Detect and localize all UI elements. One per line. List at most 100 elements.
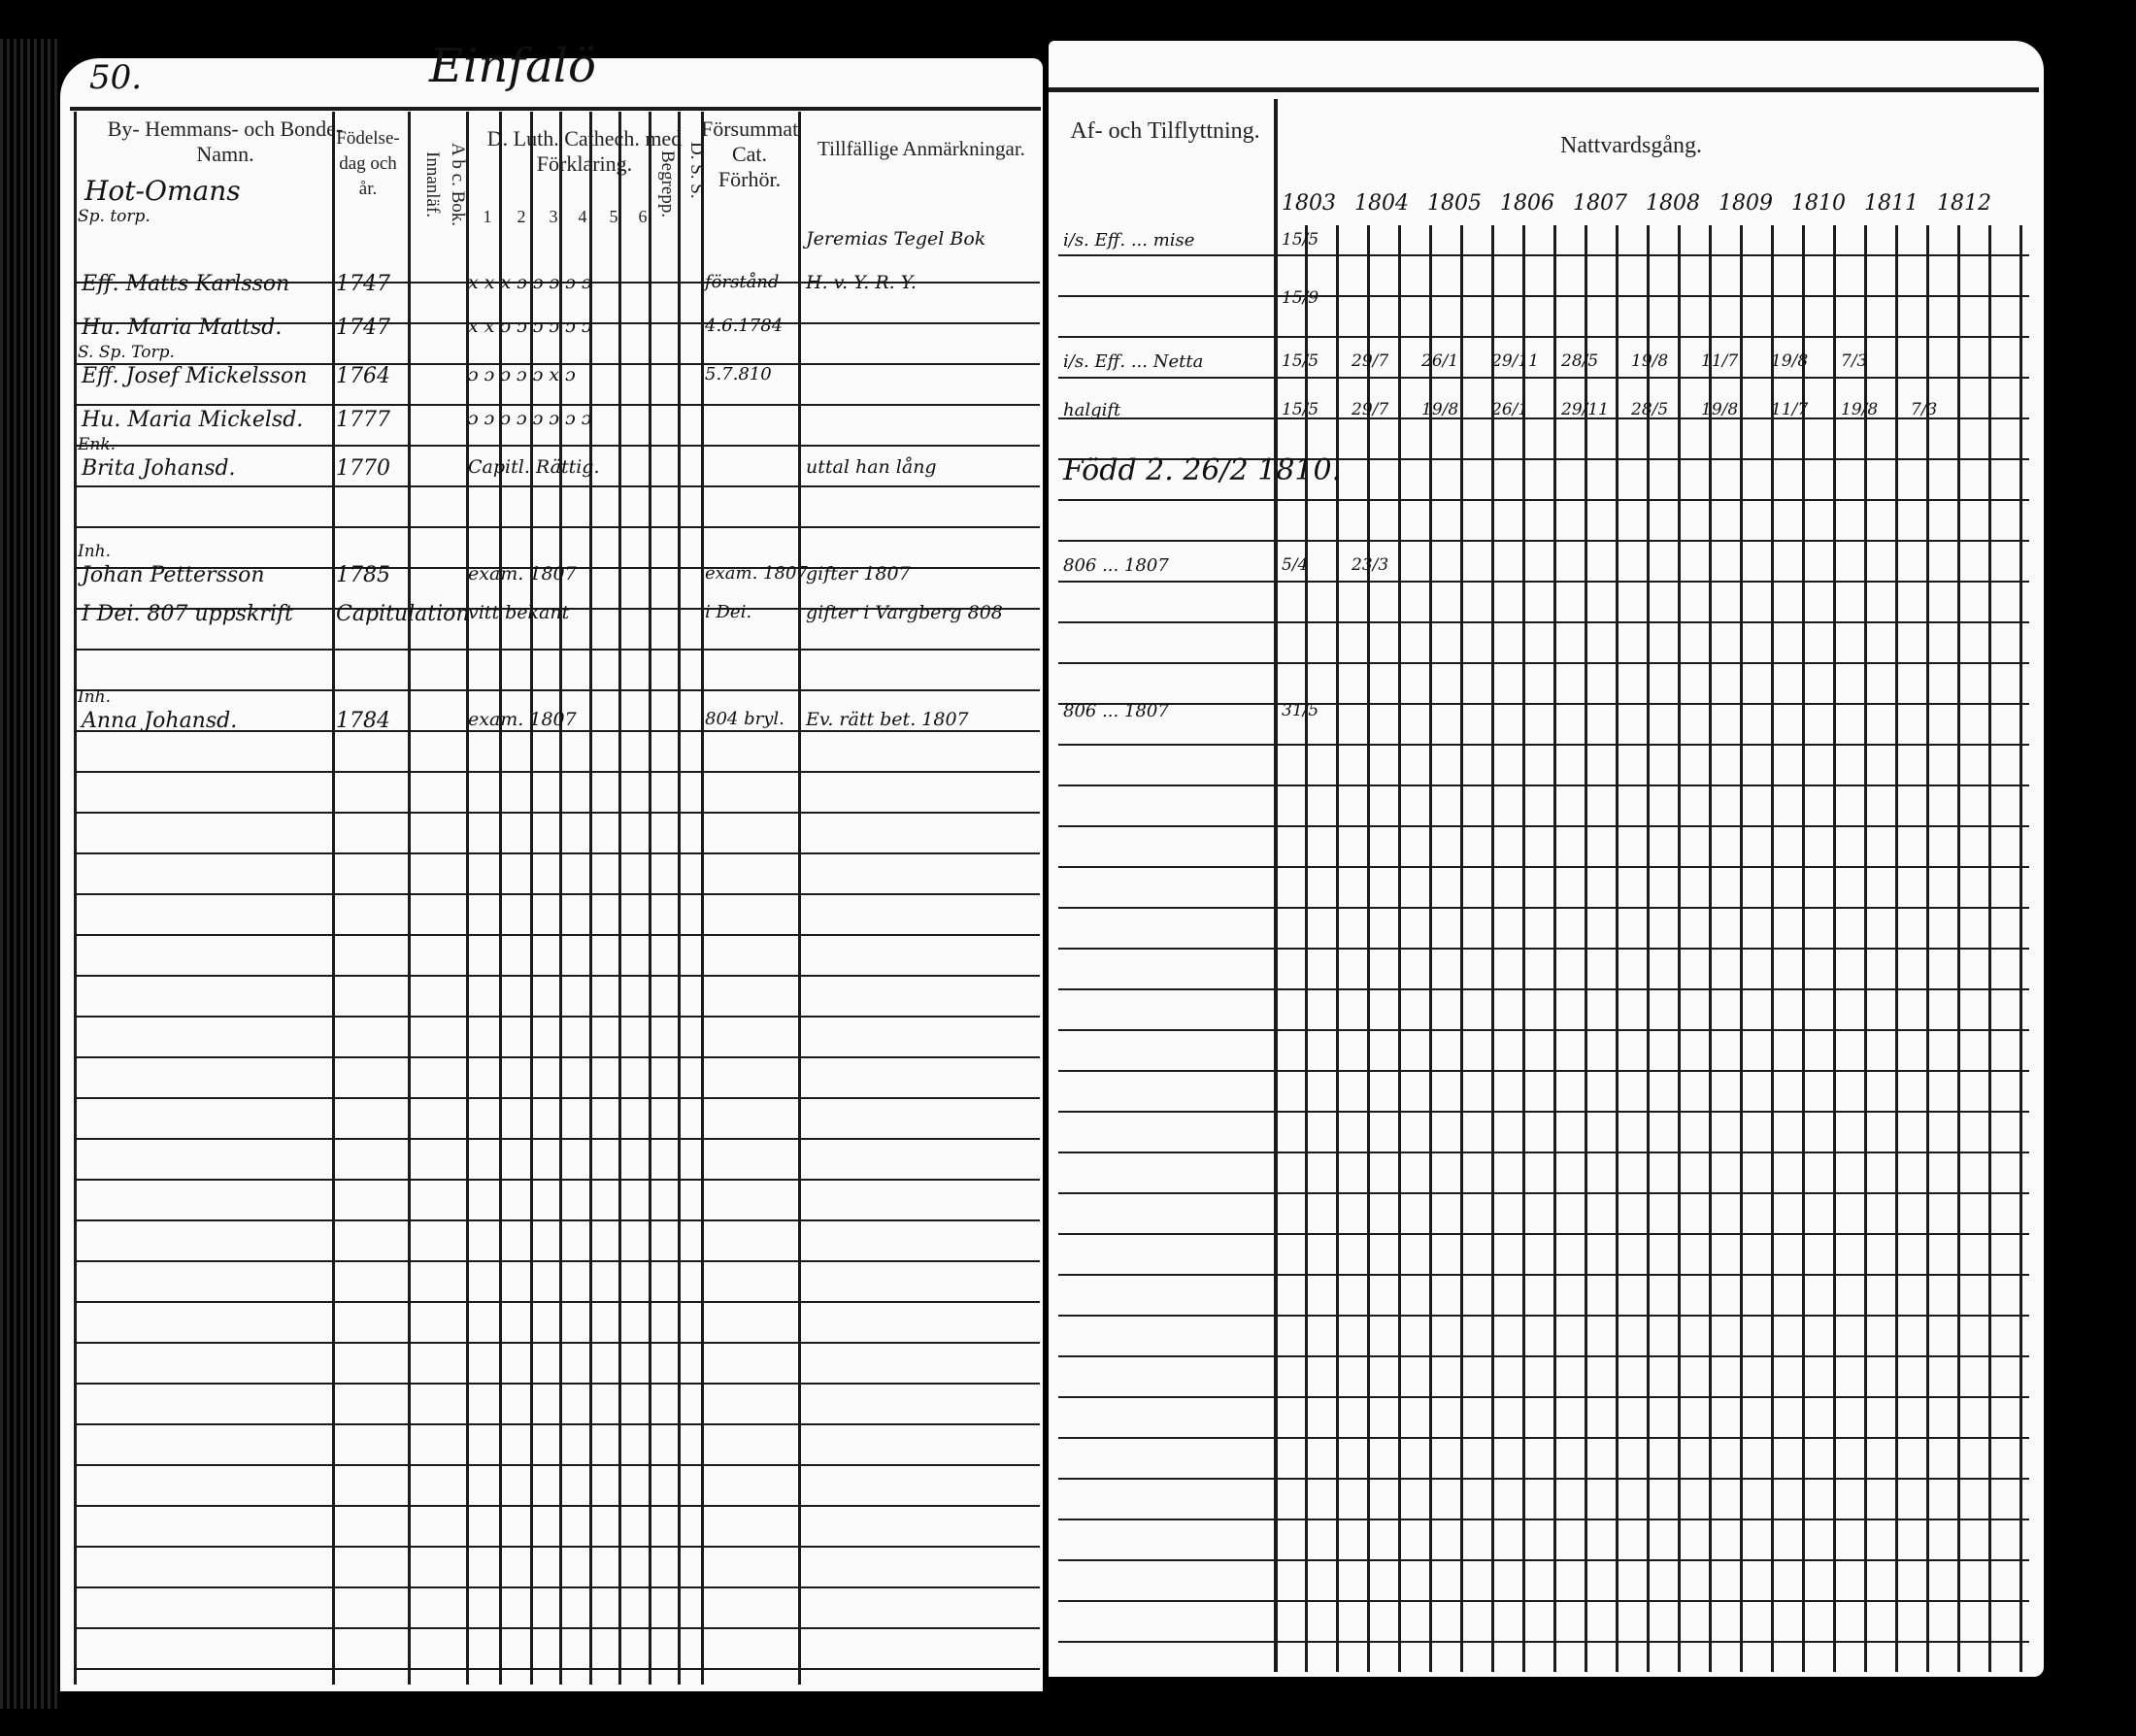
- forsummat-note: 5.7.810: [705, 364, 772, 384]
- row-rule: [74, 852, 1040, 854]
- birth-year: 1777: [336, 408, 390, 432]
- header-remarks: Tillfällige Anmärkningar.: [818, 137, 1025, 160]
- remark: Ev. rätt bet. 1807: [806, 709, 969, 730]
- birth-year: 1764: [336, 364, 390, 388]
- row-rule: [74, 282, 1040, 284]
- column-rule: [332, 112, 335, 1685]
- row-rule: [1058, 785, 2029, 786]
- communion-date: 26/1: [1491, 400, 1529, 419]
- row-rule: [1058, 1519, 2029, 1520]
- communion-date: 19/8: [1421, 400, 1459, 419]
- row-rule: [1058, 1029, 2029, 1031]
- row-rule: [1058, 1396, 2029, 1398]
- row-rule: [74, 689, 1040, 691]
- page-number: 50.: [89, 58, 143, 97]
- row-rule: [1058, 295, 2029, 297]
- year-header: 1810: [1791, 191, 1846, 216]
- communion-date: 29/11: [1491, 351, 1539, 371]
- rule-top: [70, 107, 1041, 111]
- header-birth: Födelse-dag och år.: [336, 128, 400, 199]
- communion-date: 28/5: [1561, 351, 1599, 371]
- column-rule: [559, 112, 562, 1685]
- row-label: Enk.: [78, 435, 117, 454]
- moving-note: i/s. Eff. ... Netta: [1063, 351, 1204, 372]
- year-header: 1806: [1500, 191, 1554, 216]
- row-rule: [1058, 1437, 2029, 1439]
- person-name: Anna Johansd.: [82, 709, 238, 733]
- catechism-marks: vitt bekant: [468, 602, 570, 623]
- row-rule: [74, 1056, 1040, 1058]
- row-rule: [74, 1586, 1040, 1588]
- row-label: Sp. torp.: [78, 207, 150, 226]
- book-spine: [0, 39, 58, 1709]
- row-rule: [74, 1546, 1040, 1548]
- year-header: 1804: [1354, 191, 1409, 216]
- communion-date: 15/9: [1282, 288, 1319, 308]
- communion-date: 26/1: [1421, 351, 1459, 371]
- birth-year: 1785: [336, 563, 390, 587]
- year-header: 1811: [1864, 191, 1919, 216]
- row-rule: [74, 485, 1040, 487]
- forsummat-note: förstånd: [705, 272, 780, 292]
- row-rule: [74, 1505, 1040, 1507]
- catechism-marks: x x x ɔ ɔ ɔ ɔ ɔ: [468, 272, 592, 293]
- row-rule: [74, 322, 1040, 324]
- forsummat-note: i Dei.: [705, 602, 752, 622]
- remark: uttal han lång: [806, 456, 937, 478]
- forsummat-note: exam. 1807: [705, 563, 808, 584]
- farm-name: Hot-Omans: [84, 175, 241, 207]
- birth-year: Capitulation: [336, 602, 470, 626]
- remark: gifter 1807: [806, 563, 911, 584]
- header-begrepp: Begrepp.: [657, 150, 678, 218]
- communion-date: 28/5: [1631, 400, 1669, 419]
- place-title: Einfalö: [429, 39, 596, 93]
- catechism-subcol-label: 1: [483, 207, 492, 226]
- remark: H. v. Y. R. Y.: [806, 272, 917, 293]
- communion-date: 15/5: [1282, 351, 1319, 371]
- year-header: 1807: [1573, 191, 1627, 216]
- catechism-marks: ɔ ɔ ɔ ɔ ɔ ɔ ɔ ɔ: [468, 408, 592, 429]
- person-name: Brita Johansd.: [82, 456, 236, 481]
- row-rule: [74, 1260, 1040, 1262]
- communion-date: 19/8: [1771, 351, 1809, 371]
- communion-date: 7/3: [1911, 400, 1938, 419]
- person-name: Hu. Maria Mattsd.: [82, 316, 283, 340]
- row-rule: [1058, 1274, 2029, 1276]
- person-name: Eff. Matts Karlsson: [82, 272, 290, 296]
- row-rule: [1058, 1355, 2029, 1357]
- catechism-marks: exam. 1807: [468, 709, 577, 730]
- row-rule: [74, 730, 1040, 732]
- communion-date: 29/7: [1352, 351, 1389, 371]
- row-rule: [74, 1423, 1040, 1425]
- header-communion: Nattvardsgång.: [1560, 133, 1702, 158]
- year-header: 1805: [1427, 191, 1482, 216]
- row-rule: [74, 1301, 1040, 1303]
- row-rule: [1058, 948, 2029, 950]
- row-label: S. Sp. Torp.: [78, 343, 175, 362]
- communion-date: 29/7: [1352, 400, 1389, 419]
- row-rule: [74, 1383, 1040, 1385]
- row-rule: [74, 1668, 1040, 1670]
- remark: Jeremias Tegel Bok: [806, 228, 986, 250]
- birth-year: 1747: [336, 272, 390, 296]
- column-rule: [499, 112, 502, 1685]
- communion-date: 11/7: [1771, 400, 1809, 419]
- person-name: Hu. Maria Mickelsd.: [82, 408, 304, 432]
- communion-date: 23/3: [1352, 555, 1389, 575]
- row-rule: [74, 934, 1040, 936]
- column-rule: [1274, 99, 1278, 1672]
- row-rule: [1058, 1192, 2029, 1194]
- communion-date: 5/4: [1282, 555, 1309, 575]
- row-rule: [1058, 621, 2029, 623]
- row-rule: [1058, 417, 2029, 419]
- communion-date: 15/5: [1282, 230, 1319, 250]
- row-rule: [1058, 377, 2029, 379]
- catechism-subcol-label: 2: [517, 207, 526, 226]
- row-rule: [1058, 1559, 2029, 1561]
- row-rule: [74, 975, 1040, 977]
- header-abc: A b c. Bok. Innanläf.: [422, 142, 468, 227]
- row-rule: [74, 404, 1040, 406]
- row-rule: [74, 771, 1040, 773]
- row-rule: [74, 363, 1040, 365]
- row-rule: [1058, 1111, 2029, 1113]
